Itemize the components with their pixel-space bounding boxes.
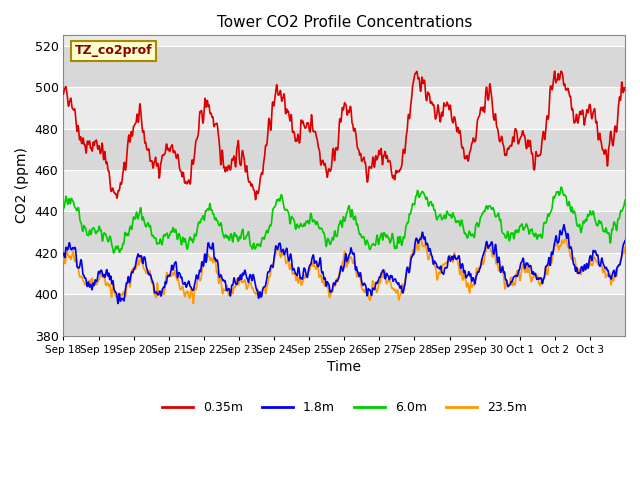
Legend: 0.35m, 1.8m, 6.0m, 23.5m: 0.35m, 1.8m, 6.0m, 23.5m	[157, 396, 532, 419]
X-axis label: Time: Time	[327, 360, 361, 374]
Bar	[63, 46, 625, 87]
Bar	[63, 211, 625, 253]
Title: Tower CO2 Profile Concentrations: Tower CO2 Profile Concentrations	[216, 15, 472, 30]
Bar	[63, 294, 625, 336]
Text: TZ_co2prof: TZ_co2prof	[75, 44, 152, 57]
Bar	[63, 129, 625, 170]
Bar	[63, 170, 625, 211]
Bar	[63, 253, 625, 294]
Y-axis label: CO2 (ppm): CO2 (ppm)	[15, 147, 29, 223]
Bar	[63, 87, 625, 129]
